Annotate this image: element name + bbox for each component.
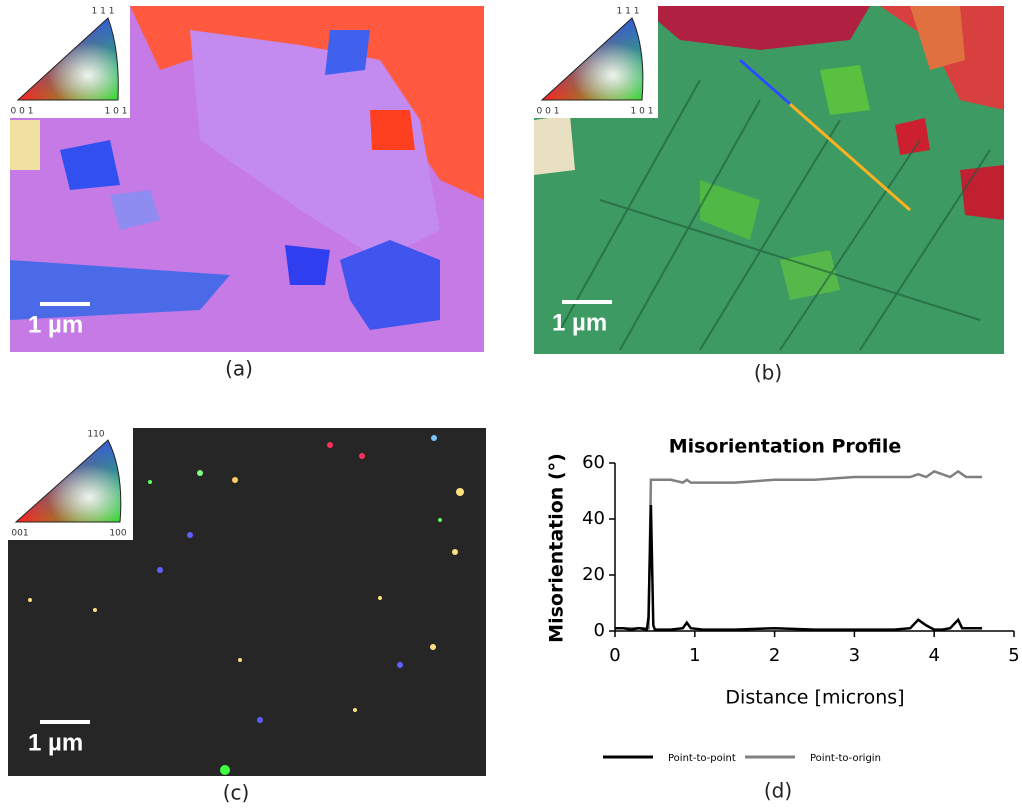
x-tick-label: 4	[928, 645, 939, 666]
map-b: 1 1 1 0 0 1 1 0 1 1 µm	[534, 6, 1004, 354]
panel-label: (c)	[223, 781, 250, 805]
legend-label: Point-to-point	[668, 753, 736, 764]
chart-title: Misorientation Profile	[669, 436, 902, 458]
map-c: 110 001 100 1 µm	[8, 428, 486, 776]
x-tick-label: 3	[849, 645, 860, 666]
key-label: 1 0 1	[105, 107, 128, 117]
color-key: 110 001 100	[8, 428, 133, 540]
x-tick-label: 2	[769, 645, 780, 666]
key-label: 100	[109, 529, 126, 539]
key-label: 1 1 1	[617, 7, 640, 17]
panel-label: (d)	[764, 779, 792, 803]
x-tick-label: 1	[689, 645, 700, 666]
x-tick-label: 5	[1008, 645, 1019, 666]
y-tick-label: 60	[582, 452, 605, 473]
key-label: 1 0 1	[631, 107, 654, 117]
color-key: 1 1 1 0 0 1 1 0 1	[534, 6, 658, 118]
panel-label: (a)	[225, 357, 253, 381]
line-chart: Misorientation Profile Misorientation (°…	[546, 436, 1020, 765]
page: 1 1 1 0 0 1 1 0 1 1 µm (a) 1 1 1 0 0 1 1…	[0, 0, 1022, 808]
key-label: 001	[11, 529, 28, 539]
key-label: 110	[87, 430, 104, 440]
color-key: 1 1 1 0 0 1 1 0 1	[10, 6, 130, 118]
x-axis-label: Distance [microns]	[725, 687, 904, 709]
panel-label: (b)	[754, 361, 782, 385]
figure: 1 1 1 0 0 1 1 0 1 1 µm (a) 1 1 1 0 0 1 1…	[0, 0, 1022, 808]
scale-label: 1 µm	[28, 311, 83, 338]
y-tick-label: 20	[582, 564, 605, 585]
y-tick-label: 40	[582, 508, 605, 529]
x-tick-label: 0	[609, 645, 620, 666]
y-axis-label: Misorientation (°)	[546, 453, 568, 643]
data-line	[615, 505, 982, 630]
key-label: 1 1 1	[92, 7, 115, 17]
scale-label: 1 µm	[552, 309, 607, 336]
data-line	[615, 471, 982, 628]
key-label: 0 0 1	[537, 107, 560, 117]
map-a: 1 1 1 0 0 1 1 0 1 1 µm	[10, 6, 484, 352]
key-label: 0 0 1	[11, 107, 34, 117]
legend-label: Point-to-origin	[810, 753, 881, 764]
y-tick-label: 0	[594, 620, 605, 641]
scale-label: 1 µm	[28, 729, 83, 756]
